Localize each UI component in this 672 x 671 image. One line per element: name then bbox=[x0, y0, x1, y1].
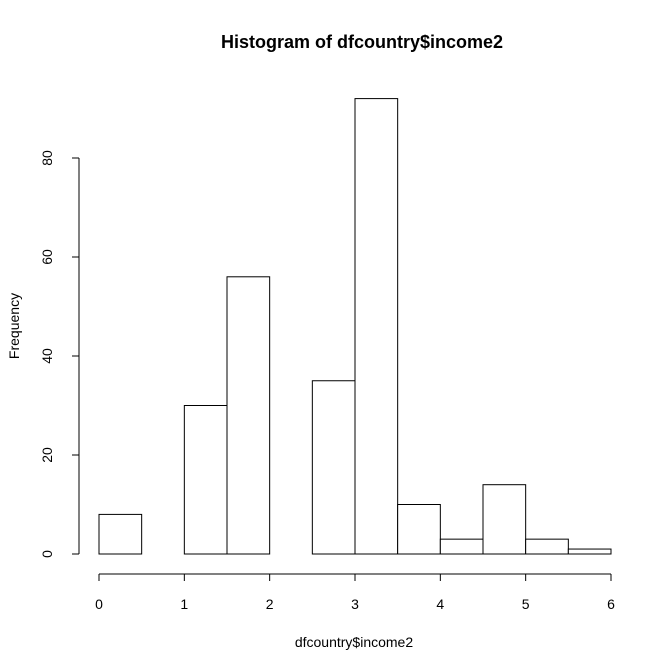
histogram-bar bbox=[567, 548, 612, 555]
y-tick-label: 60 bbox=[39, 249, 55, 265]
x-tick-label: 2 bbox=[266, 596, 274, 612]
histogram-bar bbox=[226, 276, 271, 555]
bars-group bbox=[98, 98, 612, 555]
chart-title: Histogram of dfcountry$income2 bbox=[221, 32, 503, 52]
x-tick-label: 1 bbox=[180, 596, 188, 612]
y-tick-label: 80 bbox=[39, 150, 55, 166]
histogram-bar bbox=[354, 98, 399, 555]
y-tick-label: 40 bbox=[39, 348, 55, 364]
x-tick-label: 4 bbox=[436, 596, 444, 612]
x-tick-label: 0 bbox=[95, 596, 103, 612]
histogram-bar bbox=[397, 504, 441, 555]
x-axis-label: dfcountry$income2 bbox=[295, 634, 414, 650]
histogram-bar bbox=[183, 405, 228, 555]
y-axis: 0 20 40 60 80 bbox=[39, 150, 80, 558]
x-tick-label: 5 bbox=[522, 596, 530, 612]
x-axis: 0 1 2 3 4 5 6 bbox=[95, 573, 615, 612]
histogram-bar bbox=[311, 380, 356, 555]
x-tick-label: 6 bbox=[607, 596, 615, 612]
histogram-bar bbox=[482, 484, 527, 555]
histogram-bar bbox=[525, 538, 569, 555]
y-axis-label: Frequency bbox=[6, 293, 22, 359]
x-tick-label: 3 bbox=[351, 596, 359, 612]
y-tick-label: 20 bbox=[39, 447, 55, 463]
histogram-bar bbox=[439, 538, 484, 555]
histogram-bar bbox=[98, 513, 143, 555]
y-tick-label: 0 bbox=[39, 550, 55, 558]
